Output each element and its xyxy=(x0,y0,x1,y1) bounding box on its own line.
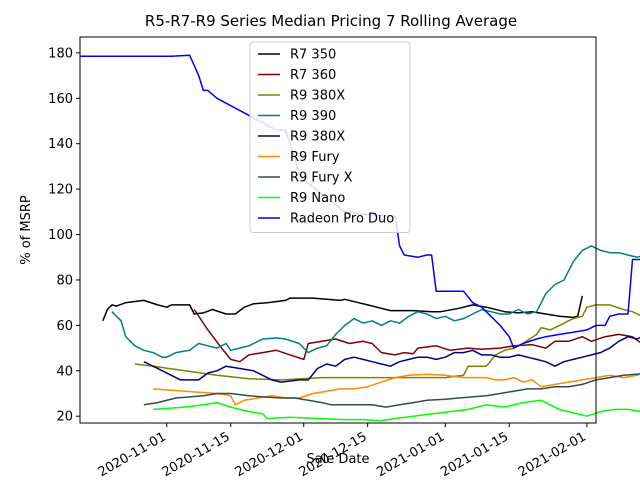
y-axis-ticks: 20 40 60 80 100 120 140 160 180 xyxy=(48,46,80,425)
legend-label-2: R9 380X xyxy=(290,89,345,104)
legend-label-6: R9 Fury X xyxy=(290,171,353,186)
legend-label-3: R9 390 xyxy=(290,109,336,124)
legend-box xyxy=(249,41,411,233)
x-tick-label-6: 2021-02-01 xyxy=(516,429,589,480)
y-tick-label-0: 20 xyxy=(56,410,73,425)
legend-label-7: R9 Nano xyxy=(290,191,345,206)
x-tick-label-2: 2020-12-01 xyxy=(233,429,306,480)
series-line-0 xyxy=(102,295,584,322)
y-axis-title: % of MSRP xyxy=(19,195,34,265)
legend-label-4: R9 380X xyxy=(290,130,345,145)
legend-label-1: R7 360 xyxy=(290,68,336,83)
series-line-6 xyxy=(143,373,640,408)
y-tick-label-1: 40 xyxy=(56,364,73,379)
y-tick-label-2: 60 xyxy=(56,319,73,334)
plot-lines xyxy=(80,54,640,422)
legend: R7 350 R7 360 R9 380X R9 390 R9 380X R9 Fury R… xyxy=(249,41,411,233)
legend-label-8: Radeon Pro Duo xyxy=(290,212,394,227)
x-tick-label-5: 2021-01-15 xyxy=(438,429,511,480)
series-line-4 xyxy=(143,335,640,383)
plot-frame xyxy=(79,36,597,424)
legend-label-5: R9 Fury xyxy=(290,150,340,165)
x-axis-title: Sale Date xyxy=(306,452,369,467)
series-line-3 xyxy=(111,245,640,358)
y-tick-label-7: 160 xyxy=(48,92,73,107)
y-tick-label-5: 120 xyxy=(48,183,73,198)
y-tick-label-6: 140 xyxy=(48,137,73,152)
x-tick-label-0: 2020-11-01 xyxy=(96,429,169,480)
x-tick-label-4: 2021-01-01 xyxy=(374,429,447,480)
x-tick-label-1: 2020-11-15 xyxy=(160,429,233,480)
series-line-1 xyxy=(193,309,640,363)
legend-label-0: R7 350 xyxy=(290,48,336,63)
series-line-7 xyxy=(153,399,640,422)
y-tick-label-8: 180 xyxy=(48,46,73,61)
chart-title: R5-R7-R9 Series Median Pricing 7 Rolling… xyxy=(145,12,517,30)
y-tick-label-3: 80 xyxy=(56,273,73,288)
y-tick-label-4: 100 xyxy=(48,228,73,243)
